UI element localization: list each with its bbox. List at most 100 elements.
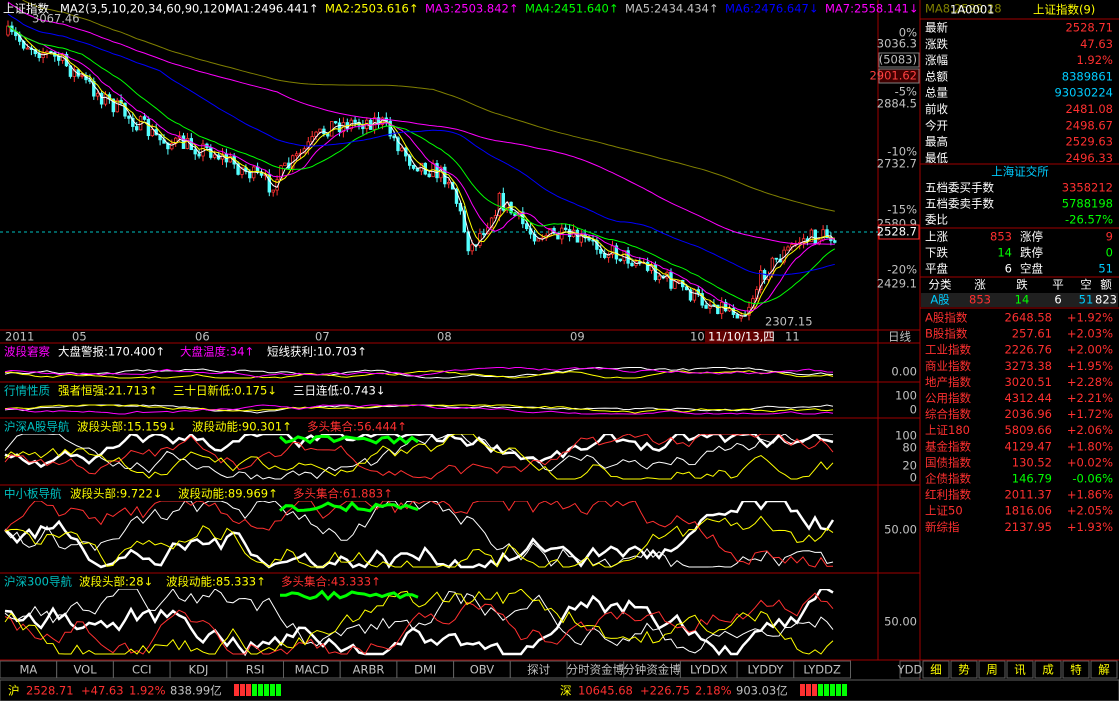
breadth-label: 平盘 [925, 262, 948, 276]
index-name: A股指数 [925, 311, 968, 325]
ma-label: MA3:2503.842↑ [425, 2, 519, 16]
candle [134, 126, 139, 131]
tab[interactable] [899, 660, 921, 679]
indicator-line [278, 434, 419, 445]
side-tab[interactable] [950, 660, 978, 679]
price-axis-label: 2429.1 [877, 277, 917, 291]
candle [96, 92, 100, 97]
index-pct: +2.00% [1067, 343, 1113, 357]
order-label: 委比 [925, 213, 948, 227]
side-tab-label: 特 [1070, 663, 1082, 677]
quote-value: 8389861 [1062, 69, 1113, 83]
indicator-line [4, 433, 833, 480]
ma-line [7, 1, 835, 245]
side-tab[interactable] [922, 660, 950, 679]
indicator-line [4, 433, 834, 480]
table-cell: 6 [1054, 293, 1061, 307]
quote-label: 总额 [925, 69, 948, 83]
ma-line [7, 25, 836, 317]
table-cell: 823 [1095, 293, 1117, 307]
candle [267, 174, 271, 193]
panel-item: 短线获利:10.703↑ [267, 345, 367, 359]
panel-item: 波段头部:15.159↓ [77, 420, 177, 434]
table-header: 空 [1080, 278, 1092, 292]
candle [700, 293, 704, 306]
candle [193, 149, 197, 155]
status-meter [830, 684, 835, 696]
panel-axis-label: 20 [902, 459, 917, 473]
side-tab[interactable] [1062, 660, 1090, 679]
ma-params: MA2(3,5,10,20,34,60,90,120) [60, 2, 229, 16]
price-axis-label: 2884.5 [877, 97, 917, 111]
panel-item: 多头集合:61.883↑ [293, 487, 393, 501]
breadth-label: 上涨 [925, 230, 948, 244]
side-tab[interactable] [1006, 660, 1034, 679]
side-tab[interactable] [1090, 660, 1118, 679]
table-cell: 853 [969, 293, 991, 307]
tab-label: RSI [246, 663, 265, 677]
frame [0, 0, 1119, 680]
candle [489, 217, 494, 229]
panel-name: 波段窘察 [4, 345, 50, 359]
quote-label: 今开 [925, 118, 948, 132]
price-axis-label: 2528.7 [877, 225, 917, 239]
panel-label-bg [0, 384, 870, 398]
candle [271, 189, 275, 193]
candle [657, 275, 661, 281]
candle [72, 69, 76, 77]
index-name: 新综指 [925, 520, 960, 534]
candle [833, 240, 837, 243]
breadth-value: 853 [990, 230, 1012, 244]
candle [704, 304, 708, 309]
panel-label-bg [0, 575, 870, 589]
indicator-line [4, 366, 834, 378]
candle [548, 228, 552, 236]
tab-label: OBV [470, 663, 495, 677]
info-code: 1A0001 [950, 3, 994, 17]
side-tab-label: 解 [1098, 663, 1110, 677]
axis-box [878, 68, 920, 84]
panel-item: 三日连低:0.743↓ [293, 384, 385, 398]
index-value: 1816.06 [1004, 504, 1052, 518]
ma-label: MA8:2599.28 [925, 2, 1002, 16]
breadth-value: 51 [1098, 262, 1113, 276]
status-meter [264, 684, 269, 696]
status-text: 2.18% [695, 684, 732, 698]
candle [716, 304, 720, 315]
candle [470, 244, 474, 252]
order-value: -26.57% [1065, 213, 1113, 227]
date-label: 06 [195, 330, 210, 344]
panel-item: 波段动能:85.333↑ [166, 575, 266, 589]
index-pct: +2.21% [1067, 391, 1113, 405]
breadth-value: 6 [1005, 262, 1012, 276]
panel-item: 强者恒强:21.713↑ [58, 384, 158, 398]
quote-value: 2529.63 [1065, 135, 1113, 149]
index-name: 国债指数 [925, 455, 971, 469]
candle [821, 229, 825, 241]
quote-label: 涨跌 [925, 37, 948, 51]
quote-value: 2528.71 [1065, 21, 1113, 35]
status-meter [270, 684, 275, 696]
quote-value: 1.92% [1076, 53, 1113, 67]
date-label: 08 [437, 330, 452, 344]
quote-value: 93030224 [1054, 86, 1113, 100]
order-value: 5788198 [1062, 197, 1113, 211]
side-tab[interactable] [1034, 660, 1062, 679]
tab[interactable] [793, 660, 851, 679]
index-value: 257.61 [1012, 327, 1052, 341]
ma-line [7, 25, 836, 305]
price-axis-label: -15% [887, 203, 917, 217]
index-value: 2226.76 [1004, 343, 1052, 357]
side-tab-label: 成 [1042, 663, 1054, 677]
candle [400, 147, 404, 152]
index-pct: +1.92% [1067, 311, 1113, 325]
tab-label: LYDDZ [803, 663, 841, 677]
candle [599, 249, 603, 254]
status-meter [234, 684, 239, 696]
side-tab[interactable] [978, 660, 1006, 679]
panel-item: 多头集合:43.333↑ [281, 575, 381, 589]
chart-title: 上证指数 [3, 2, 49, 16]
index-pct: +1.80% [1067, 439, 1113, 453]
tab-label: CCI [132, 663, 151, 677]
